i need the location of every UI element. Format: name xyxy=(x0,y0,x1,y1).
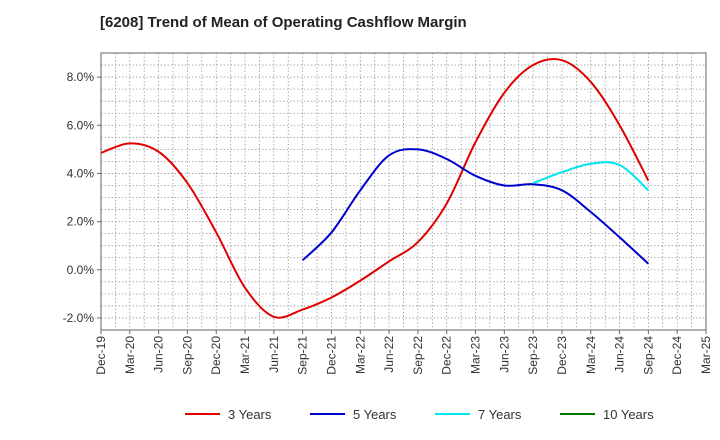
y-tick-label: 4.0% xyxy=(67,166,95,180)
gridlines xyxy=(100,53,707,330)
x-tick-label: Mar-23 xyxy=(469,336,483,374)
y-tick-label: 6.0% xyxy=(67,118,95,132)
x-axis: Dec-19 Mar-20 Jun-20 Sep-20 Dec-20 Mar-21 Jun-… xyxy=(94,330,713,375)
plot-area-frame xyxy=(100,52,707,331)
chart-title: [6208] Trend of Mean of Operating Cashfl… xyxy=(100,14,467,31)
x-tick-label: Jun-24 xyxy=(613,336,627,373)
x-tick-label: Mar-25 xyxy=(699,336,713,374)
y-tick-label: -2.0% xyxy=(63,311,95,325)
x-tick-label: Jun-20 xyxy=(152,336,166,373)
y-tick-label: 0.0% xyxy=(67,263,95,277)
x-tick-label: Dec-22 xyxy=(440,336,454,375)
x-tick-label: Sep-24 xyxy=(641,336,655,375)
x-tick-label: Dec-23 xyxy=(555,336,569,375)
x-tick-label: Sep-23 xyxy=(526,336,540,375)
x-tick-label: Mar-22 xyxy=(353,336,367,374)
x-tick-label: Sep-20 xyxy=(180,336,194,375)
x-tick-label: Mar-20 xyxy=(123,336,137,374)
x-tick-label: Dec-20 xyxy=(209,336,223,375)
series-line-3-years xyxy=(100,58,650,319)
y-tick-label: 2.0% xyxy=(67,215,95,229)
series-lines xyxy=(100,58,650,319)
x-tick-label: Jun-22 xyxy=(382,336,396,373)
x-tick-label: Jun-23 xyxy=(497,336,511,373)
series-line-7-years xyxy=(532,161,650,192)
legend-label-7-years: 7 Years xyxy=(478,407,522,422)
legend: 3 Years 5 Years 7 Years 10 Years xyxy=(185,407,654,422)
x-tick-label: Sep-22 xyxy=(411,336,425,375)
legend-label-10-years: 10 Years xyxy=(603,407,654,422)
x-tick-label: Mar-24 xyxy=(584,336,598,374)
x-tick-label: Dec-19 xyxy=(94,336,108,375)
x-tick-label: Dec-24 xyxy=(670,336,684,375)
x-tick-label: Sep-21 xyxy=(296,336,310,375)
x-tick-label: Dec-21 xyxy=(324,336,338,375)
legend-label-3-years: 3 Years xyxy=(228,407,272,422)
y-axis: -2.0% 0.0% 2.0% 4.0% 6.0% 8.0% xyxy=(63,70,101,325)
legend-label-5-years: 5 Years xyxy=(353,407,397,422)
y-tick-label: 8.0% xyxy=(67,70,95,84)
series-line-5-years xyxy=(301,148,650,265)
x-tick-label: Mar-21 xyxy=(238,336,252,374)
x-tick-label: Jun-21 xyxy=(267,336,281,373)
